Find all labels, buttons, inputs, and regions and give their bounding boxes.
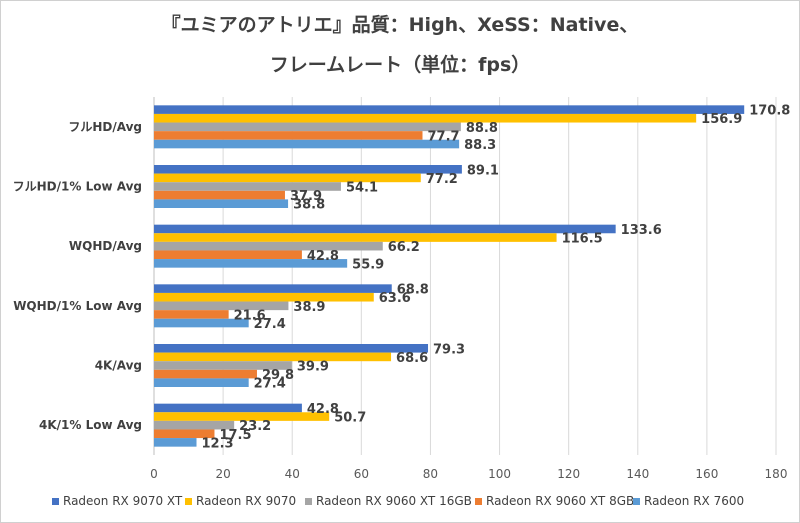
bars [154,105,745,447]
legend-label: Radeon RX 9060 XT 16GB [316,494,472,508]
bar [154,420,235,430]
x-tick-label: 100 [488,467,511,481]
data-label: 89.1 [467,163,499,178]
bar [154,310,229,319]
bar [154,403,302,413]
bar [154,284,392,293]
bar [154,438,197,447]
category-label: フルHD/Avg [68,120,142,134]
data-label: 42.8 [307,249,339,264]
x-tick-label: 20 [215,467,230,481]
bar [154,344,429,353]
data-label: 68.8 [397,283,429,298]
bar [154,241,383,251]
bar [154,182,341,191]
legend-swatch [185,498,192,505]
legend-label: Radeon RX 9070 [196,494,296,508]
data-label: 37.9 [290,189,322,204]
bar [154,378,249,387]
data-label: 77.7 [427,129,459,144]
category-label: WQHD/1% Low Avg [13,299,142,313]
bar [154,412,330,421]
legend-label: Radeon RX 7600 [644,494,744,508]
data-label: 63.6 [379,291,411,306]
category-label: 4K/Avg [95,359,142,373]
bar [154,352,392,362]
bar [154,199,289,208]
data-label: 42.8 [307,402,339,417]
data-label: 27.4 [254,377,286,392]
category-label: フルHD/1% Low Avg [13,180,142,194]
data-label: 156.9 [701,112,742,127]
bar [154,369,257,379]
data-label: 23.2 [239,419,271,434]
bar [154,139,460,149]
x-tick-label: 180 [765,467,788,481]
data-labels: 170.8156.988.877.788.389.177.254.137.938… [202,104,791,452]
x-tick-labels: 0 20 40 60 80 100 120 140 160 180 [150,467,787,481]
bar [154,113,697,123]
data-label: 133.6 [621,223,662,238]
bar [154,190,285,200]
data-label: 68.6 [396,351,428,366]
data-label: 88.3 [464,138,496,153]
bar [154,122,461,132]
data-label: 88.8 [466,121,498,136]
bar [154,429,215,439]
chart-subtitle: フレームレート（単位：fps） [269,54,531,76]
data-label: 77.2 [426,172,458,187]
legend: Radeon RX 9070 XT Radeon RX 9070 Radeon RX… [52,494,744,508]
x-tick-label: 40 [285,467,300,481]
bar [154,173,421,183]
x-tick-label: 0 [150,467,158,481]
data-label: 29.8 [262,368,294,383]
bar [154,105,745,114]
legend-label: Radeon RX 9060 XT 8GB [486,494,634,508]
data-label: 55.9 [352,257,384,272]
x-tick-label: 160 [695,467,718,481]
x-tick-label: 80 [423,467,438,481]
category-label: WQHD/Avg [69,239,142,253]
data-label: 17.5 [219,428,251,443]
data-label: 50.7 [334,411,366,426]
data-label: 170.8 [749,104,790,119]
bar [154,318,249,328]
legend-swatch [475,498,482,505]
bar [154,233,557,242]
x-tick-label: 140 [626,467,649,481]
data-label: 38.8 [293,198,325,213]
bar [154,165,462,174]
x-tick-label: 60 [354,467,369,481]
category-labels: フルHD/Avg フルHD/1% Low Avg WQHD/Avg WQHD/1% L… [13,120,142,432]
bar [154,301,289,311]
data-label: 116.5 [562,232,603,247]
chart-title: 『ユミアのアトリエ』品質：High、XeSS：Native、 [161,14,639,36]
bar [154,224,616,234]
data-label: 66.2 [388,240,420,255]
data-label: 38.9 [293,300,325,315]
x-tick-label: 120 [557,467,580,481]
data-label: 39.9 [297,360,329,375]
data-label: 21.6 [234,308,266,323]
gridlines [153,97,777,455]
bar [154,292,374,302]
data-label: 79.3 [433,342,465,357]
bar [154,250,302,260]
data-label: 27.4 [254,317,286,332]
legend-swatch [633,498,640,505]
bar [154,131,423,140]
legend-swatch [305,498,312,505]
bar [154,259,348,268]
category-label: 4K/1% Low Avg [39,418,142,432]
legend-label: Radeon RX 9070 XT [63,494,183,508]
data-label: 12.3 [202,436,234,451]
legend-swatch [52,498,59,505]
bar [154,361,292,370]
data-label: 54.1 [346,181,378,196]
